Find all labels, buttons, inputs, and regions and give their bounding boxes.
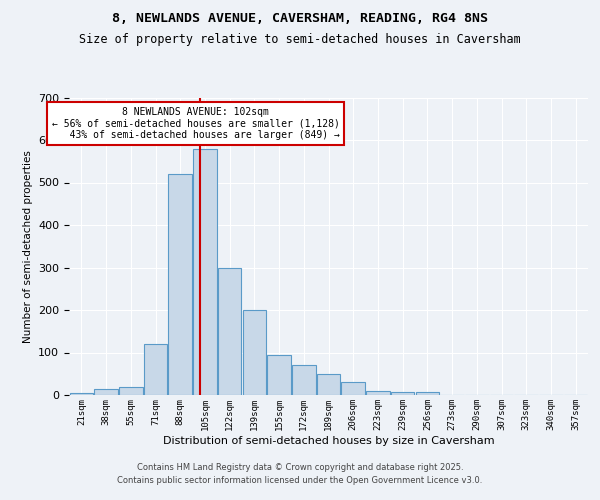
Y-axis label: Number of semi-detached properties: Number of semi-detached properties (23, 150, 32, 342)
Bar (169, 174, 192, 395)
Bar (366, 391, 389, 395)
Text: Contains public sector information licensed under the Open Government Licence v3: Contains public sector information licen… (118, 476, 482, 485)
X-axis label: Distribution of semi-detached houses by size in Caversham: Distribution of semi-detached houses by … (163, 436, 494, 446)
Bar (242, 310, 266, 395)
Bar (292, 365, 316, 395)
Text: Size of property relative to semi-detached houses in Caversham: Size of property relative to semi-detach… (79, 32, 521, 46)
Bar (416, 392, 439, 395)
Bar (94, 388, 118, 395)
Bar (391, 392, 415, 395)
Text: Contains HM Land Registry data © Crown copyright and database right 2025.: Contains HM Land Registry data © Crown c… (137, 464, 463, 472)
Bar (70, 393, 93, 395)
Bar (193, 148, 217, 395)
Bar (341, 382, 365, 395)
Bar (218, 268, 241, 395)
Text: 8, NEWLANDS AVENUE, CAVERSHAM, READING, RG4 8NS: 8, NEWLANDS AVENUE, CAVERSHAM, READING, … (112, 12, 488, 26)
Bar (144, 344, 167, 395)
Text: 8 NEWLANDS AVENUE: 102sqm
← 56% of semi-detached houses are smaller (1,128)
   4: 8 NEWLANDS AVENUE: 102sqm ← 56% of semi-… (52, 107, 340, 140)
Bar (268, 354, 291, 395)
Bar (119, 386, 143, 395)
Bar (317, 374, 340, 395)
